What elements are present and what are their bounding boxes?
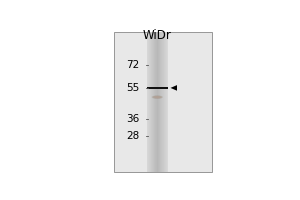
Ellipse shape (153, 96, 162, 98)
Text: 72: 72 (127, 60, 140, 70)
Bar (150, 32, 151, 172)
Bar (154, 32, 155, 172)
Bar (114, 32, 212, 172)
Ellipse shape (152, 96, 162, 99)
Ellipse shape (152, 96, 163, 99)
Bar (148, 32, 149, 172)
Ellipse shape (153, 96, 162, 98)
Ellipse shape (152, 96, 162, 99)
Text: 55: 55 (127, 83, 140, 93)
Ellipse shape (152, 96, 163, 99)
Bar (156, 32, 157, 172)
Bar (154, 32, 155, 172)
Polygon shape (170, 85, 177, 91)
Text: 36: 36 (127, 114, 140, 124)
Ellipse shape (152, 95, 163, 99)
Bar (157, 32, 158, 172)
Bar (166, 32, 167, 172)
Bar (147, 32, 148, 172)
Bar (162, 32, 163, 172)
Bar (152, 32, 153, 172)
Bar (153, 32, 154, 172)
Bar (159, 32, 160, 172)
Bar (151, 32, 152, 172)
Bar (165, 32, 166, 172)
Bar (161, 32, 162, 172)
Bar (147, 87, 168, 89)
Ellipse shape (152, 96, 162, 98)
Ellipse shape (152, 96, 163, 99)
Ellipse shape (152, 96, 162, 99)
Bar (163, 32, 164, 172)
Bar (155, 32, 156, 172)
Bar (160, 32, 161, 172)
Bar (164, 32, 165, 172)
Text: 28: 28 (127, 131, 140, 141)
Bar (149, 32, 150, 172)
Bar (167, 32, 168, 172)
Bar (158, 32, 159, 172)
Text: WiDr: WiDr (143, 29, 172, 42)
